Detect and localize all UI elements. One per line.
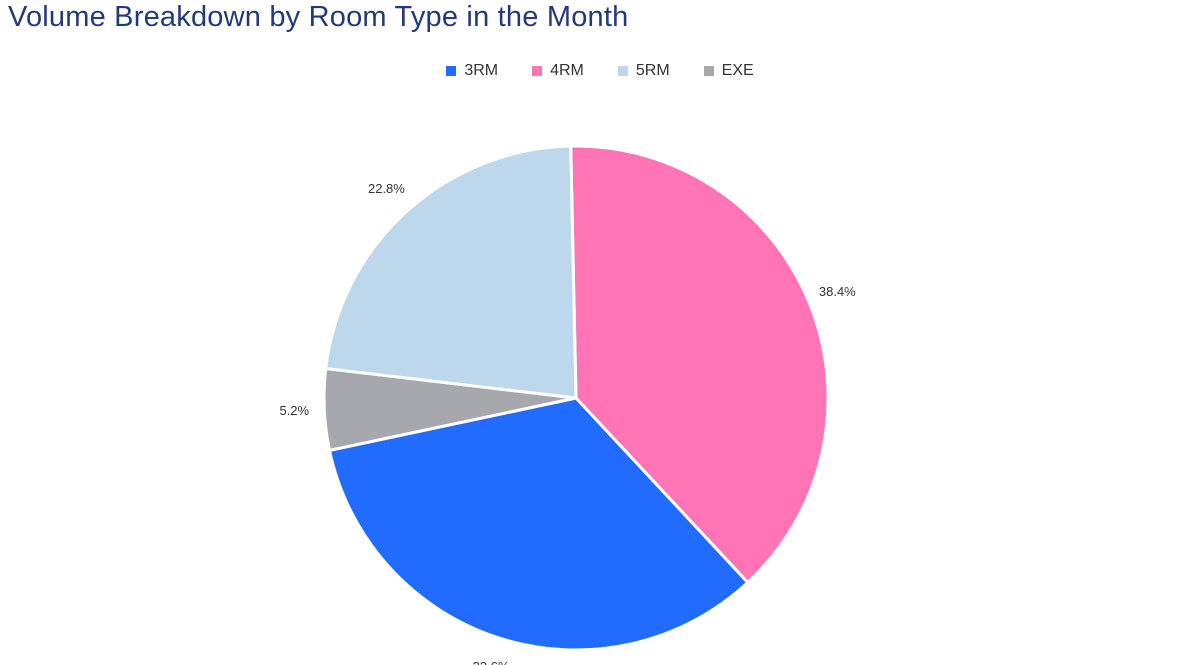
legend-item-5rm[interactable]: 5RM <box>617 62 670 80</box>
legend-label-3rm: 3RM <box>464 62 499 79</box>
legend-swatch-exe <box>703 66 714 76</box>
chart-title: Volume Breakdown by Room Type in the Mon… <box>8 1 629 33</box>
chart-legend: 3RM 4RM 5RM EXE <box>0 62 1200 80</box>
slice-label-5rm: 22.8% <box>368 181 405 196</box>
slice-label-3rm: 33.6% <box>473 659 510 665</box>
slice-label-4rm: 38.4% <box>819 284 856 299</box>
legend-swatch-3rm <box>446 66 457 76</box>
legend-label-exe: EXE <box>721 62 754 79</box>
pie-slice-3rm[interactable] <box>328 396 750 652</box>
pie-slice-4rm[interactable] <box>569 144 830 584</box>
slice-label-exe: 5.2% <box>279 403 309 418</box>
pie-slice-5rm[interactable] <box>324 144 578 400</box>
legend-item-4rm[interactable]: 4RM <box>532 62 584 80</box>
legend-swatch-4rm <box>532 66 543 76</box>
legend-item-3rm[interactable]: 3RM <box>446 62 498 80</box>
legend-label-4rm: 4RM <box>550 62 584 79</box>
legend-label-5rm: 5RM <box>635 62 670 79</box>
legend-swatch-5rm <box>617 66 628 76</box>
legend-item-exe[interactable]: EXE <box>703 62 754 80</box>
